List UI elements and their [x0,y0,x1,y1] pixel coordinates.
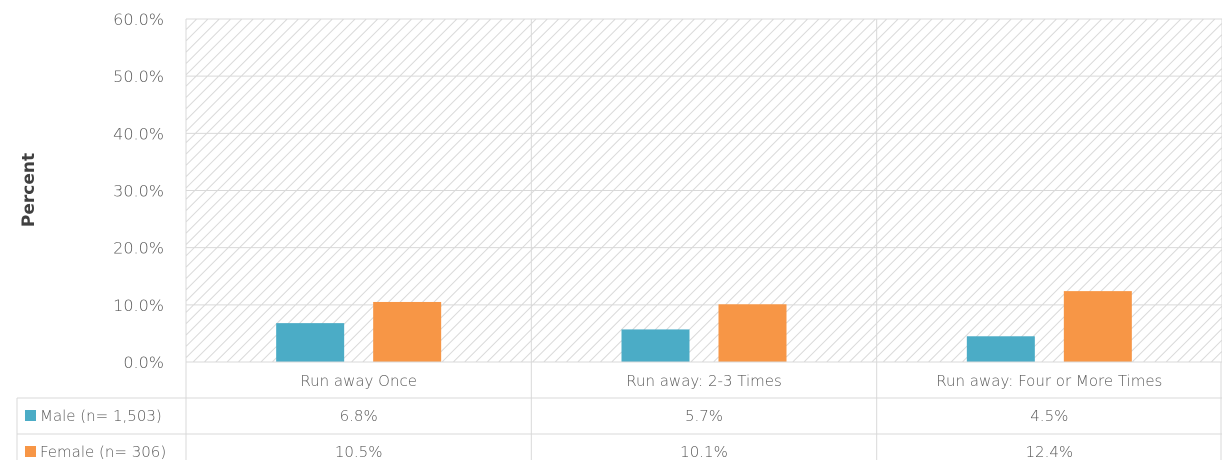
data-table-value: 6.8% [340,407,378,425]
legend-series-name: Female (n= 306) [40,443,166,460]
category-label: Run away: 2-3 Times [626,372,782,390]
y-tick-label: 60.0% [113,10,164,29]
data-table-value: 10.5% [335,443,383,460]
male-bar [276,323,345,362]
y-tick-label: 20.0% [113,239,164,258]
y-tick-label: 30.0% [113,182,164,201]
y-tick-label: 40.0% [113,124,164,143]
legend-series-name: Male (n= 1,503) [40,407,162,425]
data-table-value: 12.4% [1026,443,1074,460]
y-axis-label: Percent [19,153,39,227]
female-bar [718,304,787,362]
category-label: Run away: Four or More Times [936,372,1162,390]
y-tick-label: 0.0% [123,353,164,372]
male-bar [966,336,1035,362]
female-bar [1063,291,1132,362]
data-table-value: 10.1% [680,443,728,460]
female-legend-swatch [25,446,36,457]
data-table-value: 5.7% [685,407,723,425]
y-tick-label: 50.0% [113,67,164,86]
category-label: Run away Once [300,372,417,390]
female-bar [373,301,442,362]
male-legend-swatch [25,410,36,421]
male-bar [621,329,690,362]
y-tick-label: 10.0% [113,296,164,315]
data-table-value: 4.5% [1030,407,1068,425]
